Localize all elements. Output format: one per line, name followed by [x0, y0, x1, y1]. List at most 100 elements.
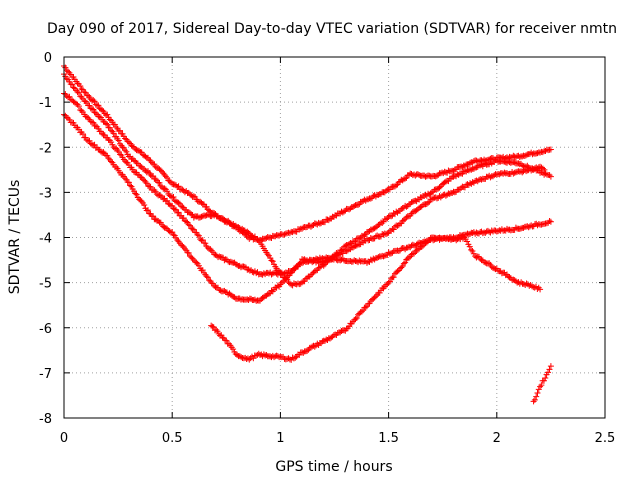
data-point	[169, 202, 176, 209]
data-point	[203, 212, 210, 219]
data-point	[175, 199, 182, 206]
data-point	[393, 182, 400, 189]
data-point	[309, 270, 316, 277]
x-tick-label: 0.5	[162, 431, 183, 446]
data-point	[106, 116, 113, 123]
data-point	[519, 169, 526, 176]
data-point	[546, 366, 553, 373]
data-point	[181, 245, 188, 252]
data-point	[214, 328, 221, 335]
data-point	[175, 183, 182, 190]
data-point	[253, 270, 260, 277]
data-point	[461, 184, 468, 191]
data-point	[110, 130, 117, 137]
data-point	[78, 107, 85, 114]
data-point	[362, 304, 369, 311]
data-point	[166, 178, 173, 185]
data-point	[82, 134, 89, 141]
data-point	[458, 163, 465, 170]
data-point	[111, 121, 118, 128]
data-point	[474, 163, 481, 170]
data-point	[341, 208, 348, 215]
data-point	[127, 182, 134, 189]
data-point	[390, 274, 397, 281]
data-point	[314, 340, 321, 347]
data-point	[495, 267, 502, 274]
data-point	[89, 105, 96, 112]
data-point	[193, 259, 200, 266]
y-tick-label: -7	[39, 367, 52, 382]
ticks	[63, 56, 606, 419]
data-point	[394, 268, 401, 275]
data-point	[334, 329, 341, 336]
data-point	[170, 193, 177, 200]
data-point	[90, 119, 97, 126]
data-point	[131, 168, 138, 175]
data-point	[411, 250, 418, 257]
data-point	[156, 179, 163, 186]
data-point	[402, 259, 409, 266]
data-point	[385, 213, 392, 220]
data-point	[81, 89, 88, 96]
series-track-5	[208, 234, 544, 363]
data-point	[539, 165, 546, 172]
data-point	[351, 203, 358, 210]
data-point	[157, 167, 164, 174]
data-point	[128, 142, 135, 149]
data-point	[523, 168, 530, 175]
data-point	[174, 236, 181, 243]
data-point	[170, 205, 177, 212]
data-point	[166, 201, 173, 208]
data-point	[125, 139, 132, 146]
data-point	[436, 184, 443, 191]
data-point	[414, 246, 421, 253]
data-point	[280, 270, 287, 277]
data-point	[381, 189, 388, 196]
data-point	[85, 92, 92, 99]
data-point	[96, 113, 103, 120]
data-point	[546, 218, 553, 225]
data-point	[355, 311, 362, 318]
data-point	[187, 222, 194, 229]
data-point	[503, 225, 510, 232]
data-point	[164, 188, 171, 195]
data-point	[512, 278, 519, 285]
data-point	[519, 162, 526, 169]
data-point	[347, 258, 354, 265]
data-point	[115, 137, 122, 144]
data-point	[117, 127, 124, 134]
data-point	[243, 356, 250, 363]
data-point	[79, 131, 86, 138]
data-point	[516, 154, 523, 161]
data-point	[400, 217, 407, 224]
data-point	[386, 278, 393, 285]
series-track-1	[61, 63, 554, 244]
data-point	[161, 185, 168, 192]
data-point	[403, 174, 410, 181]
data-point	[250, 355, 257, 362]
data-point	[153, 191, 160, 198]
data-point	[305, 258, 312, 265]
data-point	[234, 352, 241, 359]
data-point	[157, 182, 164, 189]
series-track-6	[530, 363, 554, 405]
data-point	[467, 230, 474, 237]
data-point	[125, 179, 132, 186]
data-point	[157, 192, 164, 199]
data-point	[123, 148, 130, 155]
data-point	[422, 238, 429, 245]
data-point	[74, 80, 81, 87]
data-point	[346, 241, 353, 248]
data-point	[137, 197, 144, 204]
data-point	[190, 226, 197, 233]
data-point	[267, 353, 274, 360]
data-point	[241, 263, 248, 270]
data-point	[274, 282, 281, 289]
data-point	[272, 233, 279, 240]
data-point	[227, 258, 234, 265]
data-point	[92, 122, 99, 129]
data-point	[296, 260, 303, 267]
data-point	[534, 222, 541, 229]
data-point	[369, 226, 376, 233]
data-point	[351, 243, 358, 250]
